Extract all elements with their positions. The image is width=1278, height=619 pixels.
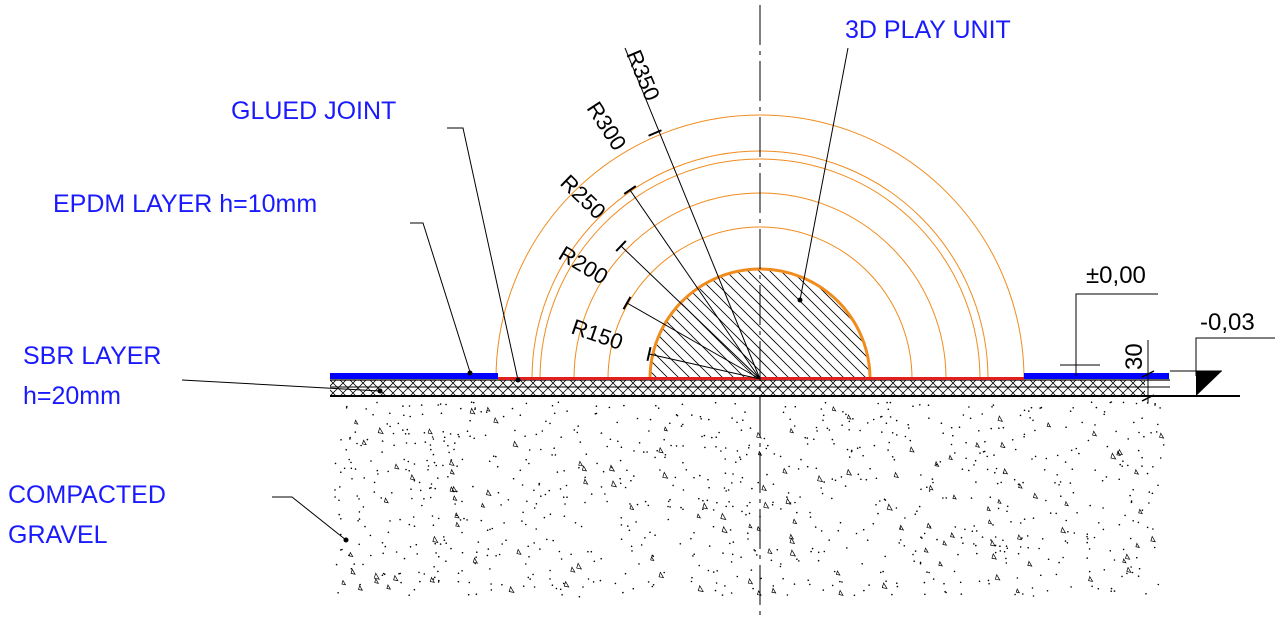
label-glued-joint: GLUED JOINT	[231, 97, 396, 125]
radius-label-4: R350	[621, 46, 665, 104]
compacted-gravel-layer	[334, 401, 1165, 598]
radius-tick-3	[623, 185, 637, 195]
sbr-layer	[330, 379, 1240, 397]
radius-line-1	[626, 302, 761, 380]
epdm-surface	[330, 373, 1169, 380]
play-unit-footprint	[648, 267, 872, 380]
label-sbr-layer: SBR LAYER	[23, 342, 161, 370]
radius-arc-0	[607, 226, 913, 380]
radius-tick-0	[646, 346, 652, 362]
radius-arc-2	[539, 158, 981, 380]
level-zero-label: ±0,00	[1086, 262, 1146, 289]
thickness-label: 30	[1121, 343, 1148, 370]
label-gravel: GRAVEL	[8, 521, 108, 549]
leader-lines	[181, 47, 849, 541]
radius-line-0	[648, 353, 761, 380]
label-epdm-layer: EPDM LAYER h=10mm	[53, 190, 317, 218]
radius-tick-1	[622, 296, 632, 310]
label-sbr-thickness: h=20mm	[23, 382, 121, 410]
radius-line-4	[624, 47, 761, 380]
label-compacted: COMPACTED	[8, 481, 166, 509]
radius-label-0: R150	[568, 314, 626, 355]
radius-line-3	[629, 189, 761, 380]
level-minus-label: -0,03	[1200, 309, 1255, 336]
radius-arc-4	[495, 114, 1025, 380]
leader-dots	[343, 297, 803, 543]
level-triangle	[1196, 371, 1222, 396]
radius-tick-2	[615, 240, 627, 252]
label-3d-play-unit: 3D PLAY UNIT	[845, 16, 1011, 44]
radius-label-3: R300	[582, 97, 632, 155]
radius-tick-4	[648, 129, 662, 137]
radius-line-2	[620, 245, 761, 380]
radius-label-2: R250	[556, 170, 611, 225]
